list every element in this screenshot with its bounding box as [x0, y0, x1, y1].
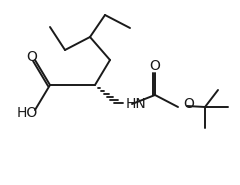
Text: O: O: [183, 97, 194, 111]
Text: HN: HN: [126, 97, 147, 111]
Text: HO: HO: [16, 106, 38, 120]
Text: O: O: [27, 50, 37, 64]
Text: O: O: [150, 59, 160, 73]
